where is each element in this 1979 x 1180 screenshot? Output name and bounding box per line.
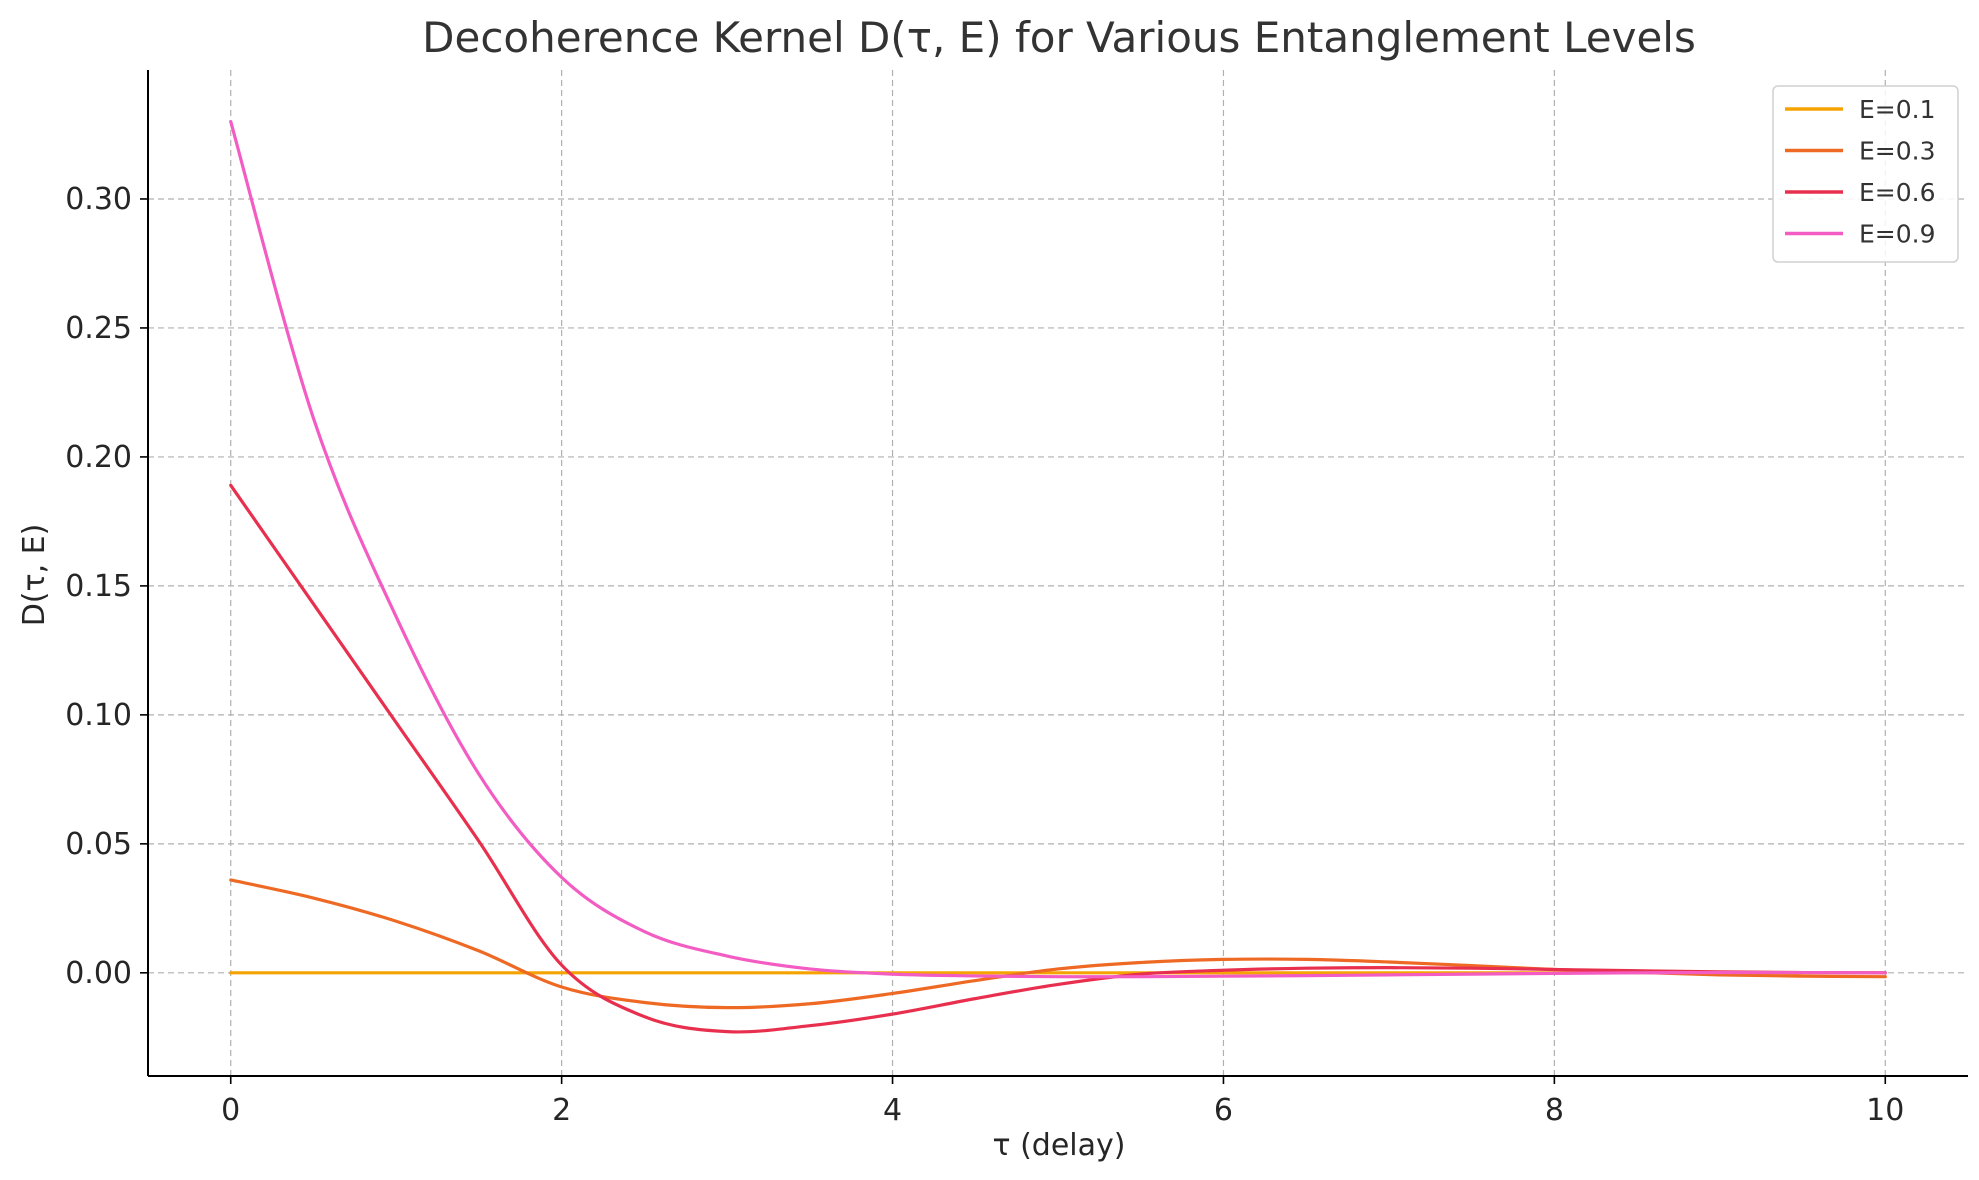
series-line-e-0-3 <box>229 878 1887 1010</box>
y-tick-label: 0.05 <box>65 827 132 862</box>
x-tick-label: 6 <box>1214 1093 1233 1128</box>
x-tick-label: 10 <box>1866 1093 1904 1128</box>
y-tick-label: 0.15 <box>65 569 132 604</box>
x-tick-label: 8 <box>1545 1093 1564 1128</box>
x-tick-label: 0 <box>221 1093 240 1128</box>
y-tick-label: 0.10 <box>65 698 132 733</box>
legend-label: E=0.6 <box>1859 178 1936 207</box>
series-line-e-0-9 <box>229 119 1887 979</box>
legend-label: E=0.9 <box>1859 220 1936 249</box>
grid <box>148 70 1968 1076</box>
axes <box>140 70 1968 1084</box>
y-axis-title: D(τ, E) <box>17 524 52 627</box>
legend-box <box>1772 85 1959 263</box>
chart-title: Decoherence Kernel D(τ, E) for Various E… <box>422 13 1696 62</box>
x-axis-title: τ (delay) <box>993 1128 1126 1163</box>
y-tick-label: 0.30 <box>65 182 132 217</box>
series-lines <box>229 119 1887 1034</box>
tick-labels: 0 2 4 6 8 10 0.00 0.05 0.10 0.15 0.20 0.25 0.30 <box>65 182 1904 1128</box>
x-tick-label: 2 <box>552 1093 571 1128</box>
x-tick-label: 4 <box>883 1093 902 1128</box>
series-line-e-0-6 <box>229 483 1887 1034</box>
legend-label: E=0.1 <box>1859 95 1936 124</box>
y-tick-label: 0.20 <box>65 440 132 475</box>
y-tick-label: 0.00 <box>65 956 132 991</box>
legend-label: E=0.3 <box>1859 137 1936 166</box>
y-tick-label: 0.25 <box>65 311 132 346</box>
legend: E=0.1 E=0.3 E=0.6 E=0.9 <box>1772 85 1959 263</box>
